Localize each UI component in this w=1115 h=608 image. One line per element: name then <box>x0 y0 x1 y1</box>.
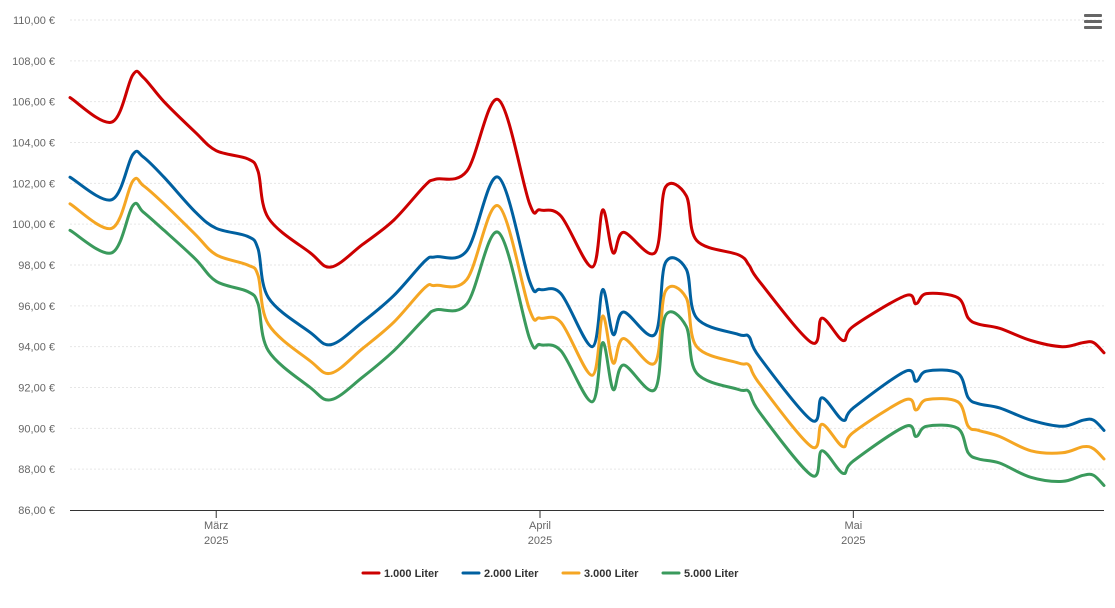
legend-item[interactable]: 2.000 Liter <box>461 568 539 580</box>
legend[interactable]: 1.000 Liter 2.000 Liter 3.000 Liter 5.000 L… <box>361 568 739 580</box>
y-tick-label: 96,00 € <box>18 301 55 313</box>
legend-label: 5.000 Liter <box>684 568 739 580</box>
y-tick-label: 88,00 € <box>18 464 55 476</box>
y-tick-label: 106,00 € <box>12 97 55 109</box>
legend-label: 2.000 Liter <box>484 568 539 580</box>
y-tick-label: 110,00 € <box>13 15 55 27</box>
series-line-3[interactable] <box>68 176 1106 461</box>
legend-item[interactable]: 1.000 Liter <box>361 568 439 580</box>
x-tick-year: 2025 <box>528 535 552 547</box>
y-tick-label: 92,00 € <box>18 383 55 395</box>
legend-item[interactable]: 3.000 Liter <box>561 568 639 580</box>
legend-item[interactable]: 5.000 Liter <box>661 568 739 580</box>
y-tick-label: 86,00 € <box>18 505 55 517</box>
hamburger-menu-icon[interactable] <box>1082 12 1104 32</box>
y-tick-label: 94,00 € <box>18 342 55 354</box>
y-tick-label: 108,00 € <box>12 56 55 68</box>
y-axis: 86,00 € 88,00 € 90,00 € 92,00 € 94,00 € 96,00… <box>12 15 55 517</box>
legend-label: 1.000 Liter <box>384 568 439 580</box>
y-tick-label: 102,00 € <box>12 178 55 190</box>
x-tick-year: 2025 <box>841 535 865 547</box>
x-axis: März 2025 April 2025 Mai 2025 <box>70 510 1104 547</box>
series-lines[interactable] <box>68 69 1106 487</box>
y-tick-label: 104,00 € <box>12 138 55 150</box>
series-line-1[interactable] <box>68 69 1106 355</box>
y-tick-label: 100,00 € <box>12 219 55 231</box>
y-tick-label: 98,00 € <box>18 260 55 272</box>
x-tick-month: April <box>529 520 551 532</box>
x-tick-year: 2025 <box>204 535 228 547</box>
y-tick-label: 90,00 € <box>18 423 55 435</box>
series-line-2[interactable] <box>68 149 1106 432</box>
grid-lines <box>70 19 1104 470</box>
x-tick-month: Mai <box>844 520 862 532</box>
series-line-4[interactable] <box>68 201 1106 487</box>
legend-label: 3.000 Liter <box>584 568 639 580</box>
x-tick-month: März <box>204 520 228 532</box>
